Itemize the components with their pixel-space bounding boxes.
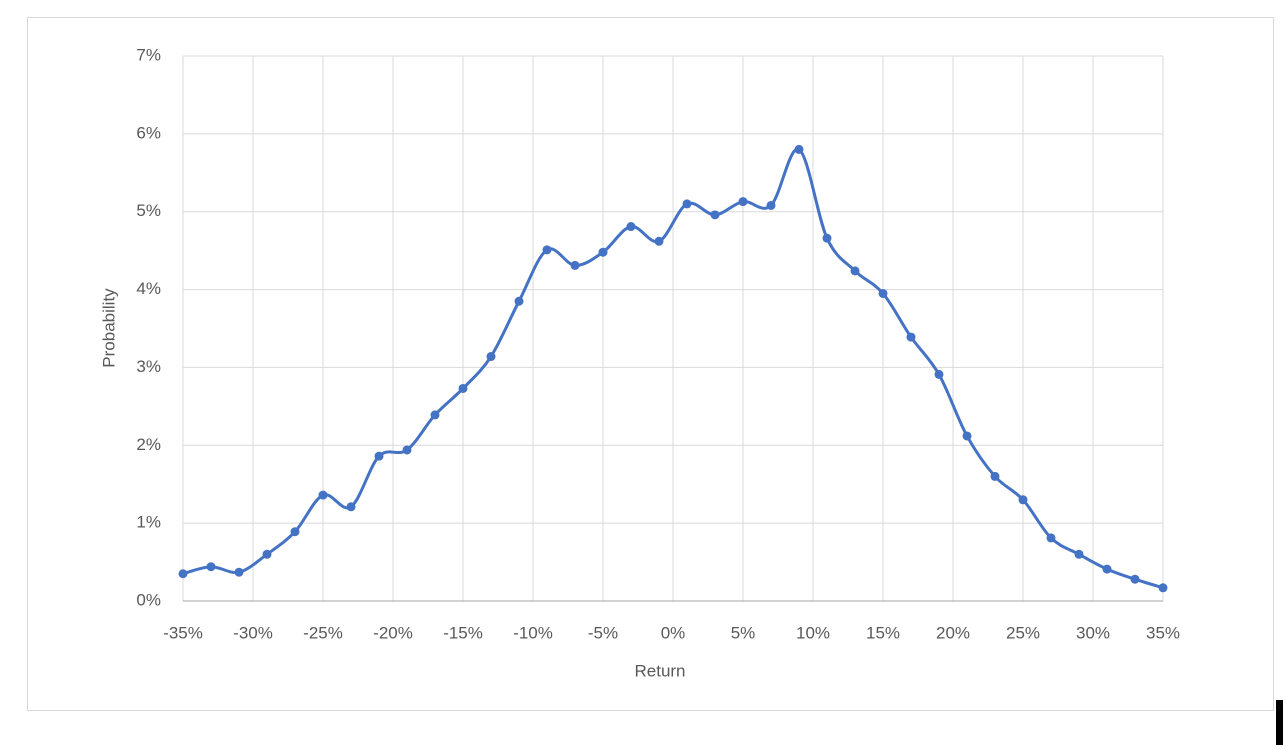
point xyxy=(262,549,272,559)
point xyxy=(1074,549,1084,559)
x-tick-label: 30% xyxy=(1076,623,1110,642)
point xyxy=(318,490,328,500)
y-tick-label: 5% xyxy=(136,201,161,220)
point xyxy=(710,210,720,220)
y-tick-label: 3% xyxy=(136,357,161,376)
cursor-artifact xyxy=(1276,700,1283,745)
x-tick-label: 35% xyxy=(1146,623,1180,642)
point xyxy=(374,451,384,461)
point xyxy=(682,199,692,209)
point xyxy=(626,222,636,232)
y-tick-label: 0% xyxy=(136,590,161,609)
point xyxy=(934,369,944,379)
y-tick-label: 2% xyxy=(136,435,161,454)
point xyxy=(346,502,356,512)
point xyxy=(514,296,524,306)
x-tick-label: -10% xyxy=(513,623,553,642)
point xyxy=(1158,583,1168,593)
point xyxy=(542,245,552,255)
y-tick-label: 6% xyxy=(136,123,161,142)
point xyxy=(570,260,580,270)
point xyxy=(990,471,1000,481)
point xyxy=(430,410,440,420)
x-tick-label: 5% xyxy=(731,623,756,642)
point xyxy=(598,247,608,257)
point xyxy=(1046,533,1056,543)
y-tick-label: 4% xyxy=(136,279,161,298)
point xyxy=(794,144,804,154)
point xyxy=(738,197,748,207)
point xyxy=(962,431,972,441)
y-tick-label: 7% xyxy=(136,45,161,64)
point xyxy=(878,288,888,298)
point xyxy=(1130,574,1140,584)
x-tick-label: -30% xyxy=(233,623,273,642)
y-axis-title: Probability xyxy=(99,288,118,368)
point xyxy=(486,352,496,362)
point xyxy=(234,567,244,577)
x-tick-label: -20% xyxy=(373,623,413,642)
x-tick-label: 20% xyxy=(936,623,970,642)
y-tick-label: 1% xyxy=(136,513,161,532)
x-tick-label: -15% xyxy=(443,623,483,642)
point xyxy=(206,562,216,572)
point xyxy=(1018,495,1028,505)
point xyxy=(402,445,412,455)
point xyxy=(458,383,468,393)
point xyxy=(906,332,916,342)
point xyxy=(850,266,860,276)
point xyxy=(290,527,300,537)
x-tick-label: 15% xyxy=(866,623,900,642)
point xyxy=(1102,564,1112,574)
x-tick-label: -35% xyxy=(163,623,203,642)
x-tick-label: -25% xyxy=(303,623,343,642)
point xyxy=(822,233,832,243)
point xyxy=(178,569,188,579)
chart-frame xyxy=(27,17,1274,711)
x-tick-label: 0% xyxy=(661,623,686,642)
x-tick-label: -5% xyxy=(588,623,618,642)
x-tick-label: 25% xyxy=(1006,623,1040,642)
point xyxy=(766,200,776,210)
point xyxy=(654,236,664,246)
x-axis-title: Return xyxy=(634,661,685,680)
x-tick-label: 10% xyxy=(796,623,830,642)
